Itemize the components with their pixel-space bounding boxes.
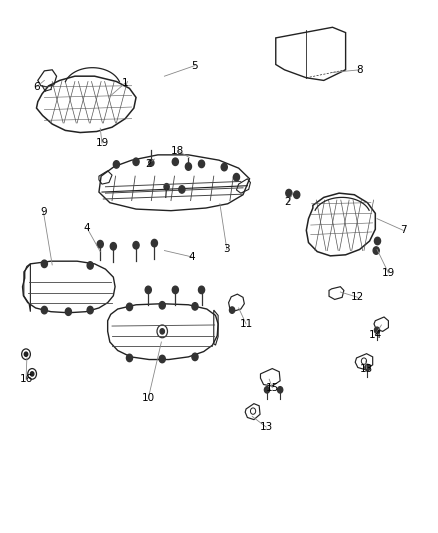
Text: 19: 19	[95, 138, 109, 148]
Circle shape	[374, 237, 381, 245]
Circle shape	[221, 164, 227, 171]
Text: 13: 13	[260, 422, 273, 432]
Text: 9: 9	[40, 207, 47, 217]
Text: 14: 14	[369, 329, 382, 340]
Circle shape	[293, 191, 300, 198]
Text: 19: 19	[382, 268, 395, 278]
Circle shape	[185, 163, 191, 170]
Circle shape	[365, 365, 370, 370]
Text: 15: 15	[265, 383, 279, 393]
Text: 3: 3	[223, 245, 230, 254]
Text: 12: 12	[351, 292, 364, 302]
Circle shape	[198, 160, 205, 167]
Circle shape	[65, 308, 71, 316]
Circle shape	[133, 158, 139, 165]
Circle shape	[164, 183, 169, 190]
Circle shape	[41, 306, 47, 314]
Circle shape	[87, 306, 93, 314]
Circle shape	[233, 173, 240, 181]
Circle shape	[192, 353, 198, 361]
Text: 7: 7	[400, 225, 406, 236]
Circle shape	[30, 372, 34, 376]
Text: 10: 10	[142, 393, 155, 403]
Circle shape	[374, 327, 380, 334]
Circle shape	[172, 286, 178, 294]
Circle shape	[286, 189, 292, 197]
Circle shape	[110, 243, 117, 250]
Circle shape	[230, 307, 235, 313]
Circle shape	[87, 262, 93, 269]
Text: 2: 2	[145, 159, 152, 169]
Circle shape	[159, 302, 165, 309]
Text: 5: 5	[192, 61, 198, 70]
Text: 18: 18	[171, 146, 184, 156]
Circle shape	[151, 239, 157, 247]
Circle shape	[179, 185, 185, 193]
Circle shape	[172, 158, 178, 165]
Text: 16: 16	[19, 374, 33, 384]
Text: 8: 8	[356, 65, 363, 75]
Text: 4: 4	[189, 252, 195, 262]
Circle shape	[127, 303, 133, 311]
Text: 4: 4	[84, 223, 91, 233]
Circle shape	[159, 356, 165, 363]
Circle shape	[113, 161, 120, 168]
Circle shape	[41, 260, 47, 268]
Text: 1: 1	[122, 78, 128, 88]
Circle shape	[198, 286, 205, 294]
Circle shape	[160, 329, 164, 334]
Circle shape	[97, 240, 103, 248]
Circle shape	[373, 247, 379, 254]
Circle shape	[278, 386, 283, 393]
Circle shape	[24, 352, 28, 357]
Circle shape	[145, 286, 151, 294]
Text: 11: 11	[240, 319, 253, 329]
Text: 13: 13	[360, 364, 373, 374]
Circle shape	[149, 160, 154, 166]
Text: 2: 2	[285, 197, 291, 207]
Circle shape	[265, 386, 270, 393]
Text: 6: 6	[33, 82, 40, 92]
Circle shape	[127, 354, 133, 362]
Circle shape	[133, 241, 139, 249]
Circle shape	[192, 303, 198, 310]
